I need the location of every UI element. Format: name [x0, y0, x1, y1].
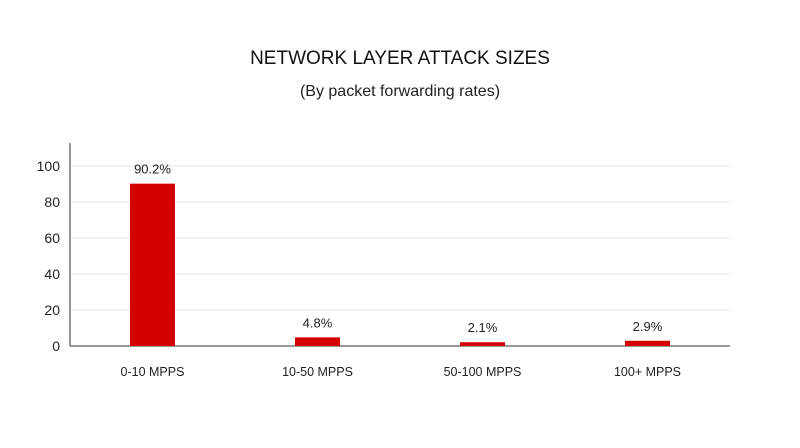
- x-tick-label-1: 0-10 MPPS: [121, 365, 185, 379]
- data-label-1: 90.2%: [134, 162, 171, 177]
- chart-title: NETWORK LAYER ATTACK SIZES: [250, 48, 550, 69]
- x-tick-labels: 0-10 MPPS 10-50 MPPS 50-100 MPPS 100+ MPPS: [121, 365, 681, 379]
- chart-subtitle: (By packet forwarding rates): [300, 83, 500, 100]
- y-tick-label-40: 40: [44, 266, 60, 282]
- gridlines: [70, 165, 730, 311]
- x-tick-label-4: 100+ MPPS: [614, 365, 681, 379]
- y-tick-labels: 0 20 40 60 80 100: [37, 158, 61, 354]
- bar-2: [295, 337, 340, 346]
- data-labels: 90.2% 4.8% 2.1% 2.9%: [134, 162, 663, 336]
- bars: [130, 183, 670, 346]
- data-label-4: 2.9%: [633, 319, 663, 334]
- y-tick-label-100: 100: [37, 158, 61, 174]
- data-label-2: 4.8%: [303, 315, 333, 330]
- bar-4: [625, 340, 670, 346]
- bar-3: [460, 342, 505, 346]
- y-tick-label-80: 80: [44, 194, 60, 210]
- axes: [69, 143, 730, 347]
- y-tick-label-60: 60: [44, 230, 60, 246]
- y-tick-label-0: 0: [52, 338, 60, 354]
- x-tick-label-3: 50-100 MPPS: [444, 365, 522, 379]
- bar-1: [130, 183, 175, 346]
- x-tick-label-2: 10-50 MPPS: [282, 365, 353, 379]
- y-tick-label-20: 20: [44, 302, 60, 318]
- data-label-3: 2.1%: [468, 320, 498, 335]
